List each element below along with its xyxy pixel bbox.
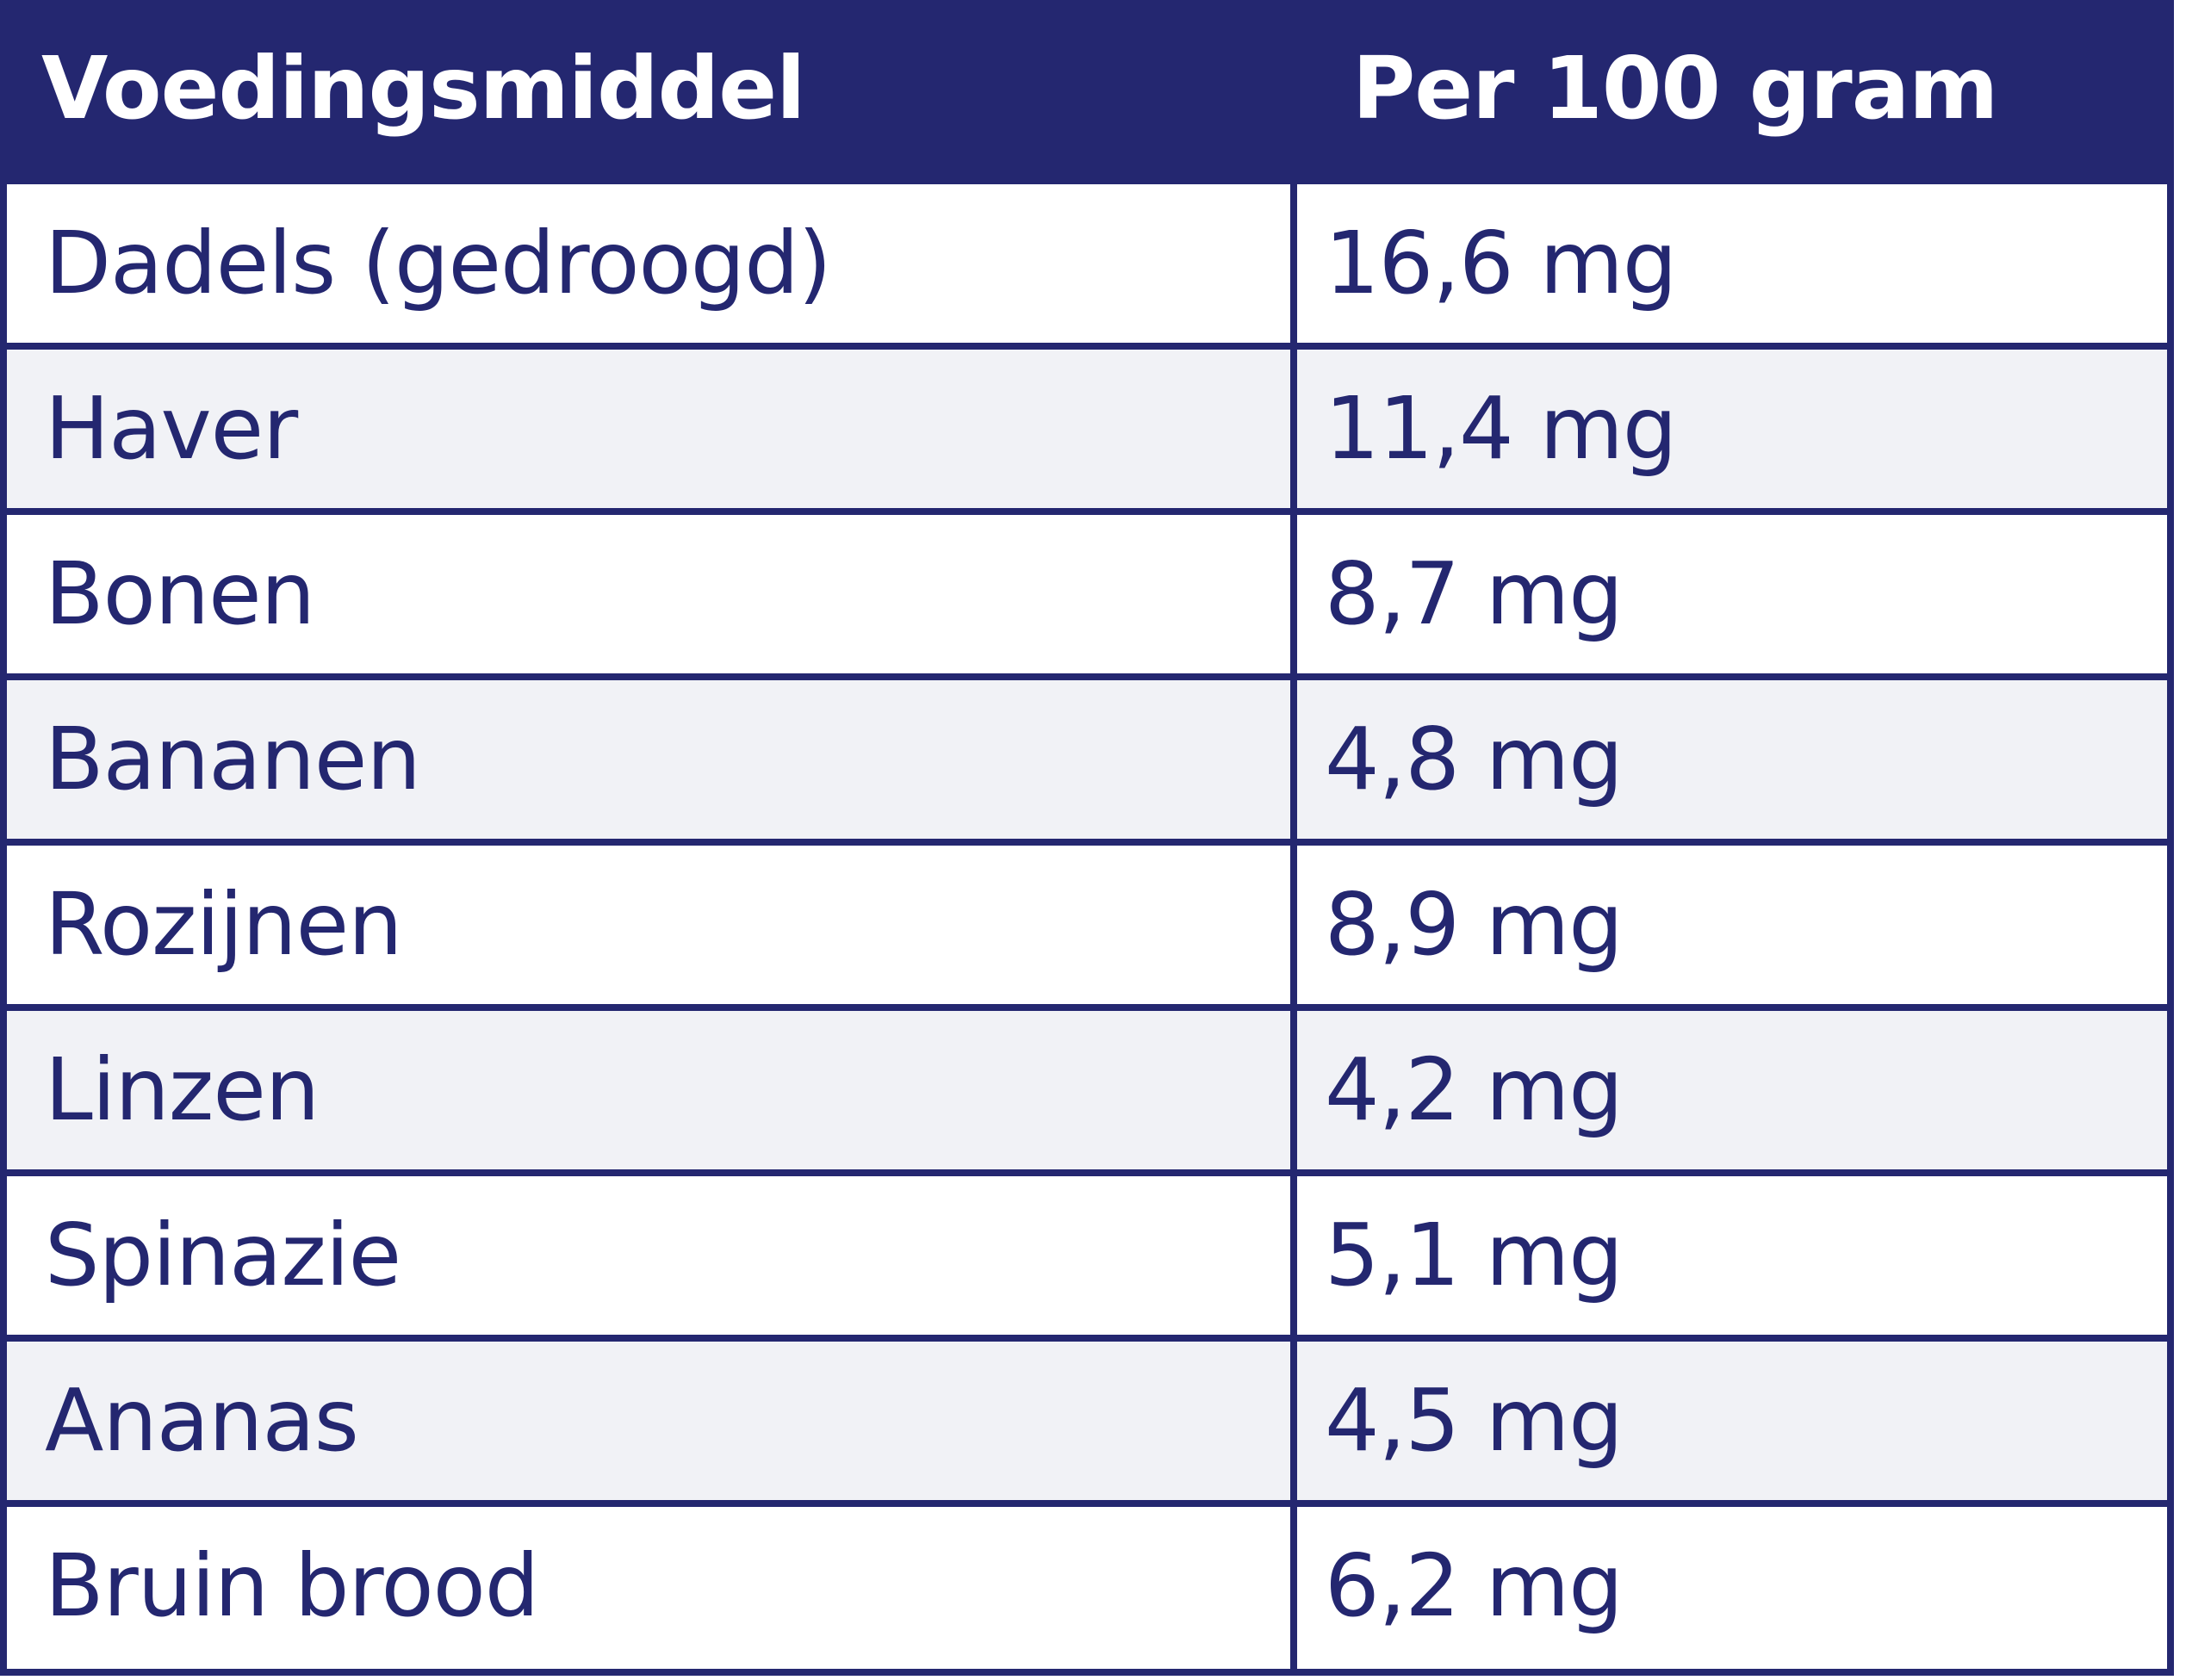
table-row: Ananas 4,5 mg xyxy=(7,1335,2167,1500)
amount-cell: 6,2 mg xyxy=(1325,1535,1624,1636)
food-cell: Bruin brood xyxy=(45,1535,539,1636)
amount-cell: 8,7 mg xyxy=(1325,543,1624,644)
table-header: Voedingsmiddel Per 100 gram xyxy=(0,0,2174,177)
column-divider xyxy=(1290,177,1297,1676)
food-cell: Linzen xyxy=(45,1039,320,1140)
amount-cell: 4,5 mg xyxy=(1325,1370,1624,1471)
table-row: Bananen 4,8 mg xyxy=(7,673,2167,839)
header-food: Voedingsmiddel xyxy=(41,38,805,139)
amount-cell: 8,9 mg xyxy=(1325,874,1624,975)
table-row: Bruin brood 6,2 mg xyxy=(7,1500,2167,1665)
food-cell: Dadels (gedroogd) xyxy=(45,213,832,313)
food-cell: Haver xyxy=(45,378,298,479)
table-row: Dadels (gedroogd) 16,6 mg xyxy=(7,177,2167,343)
food-cell: Rozijnen xyxy=(45,874,403,975)
table-row: Linzen 4,2 mg xyxy=(7,1004,2167,1169)
header-amount: Per 100 gram xyxy=(1352,38,1998,139)
amount-cell: 4,8 mg xyxy=(1325,709,1624,809)
amount-cell: 4,2 mg xyxy=(1325,1039,1624,1140)
table-row: Bonen 8,7 mg xyxy=(7,508,2167,673)
food-cell: Bananen xyxy=(45,709,421,809)
amount-cell: 5,1 mg xyxy=(1325,1205,1624,1305)
amount-cell: 11,4 mg xyxy=(1325,378,1677,479)
food-cell: Bonen xyxy=(45,543,315,644)
table-row: Haver 11,4 mg xyxy=(7,343,2167,508)
table-row: Rozijnen 8,9 mg xyxy=(7,839,2167,1004)
food-cell: Ananas xyxy=(45,1370,359,1471)
table-row: Spinazie 5,1 mg xyxy=(7,1169,2167,1335)
amount-cell: 16,6 mg xyxy=(1325,213,1677,313)
food-cell: Spinazie xyxy=(45,1205,401,1305)
table-body: Dadels (gedroogd) 16,6 mg Haver 11,4 mg … xyxy=(7,177,2167,1665)
